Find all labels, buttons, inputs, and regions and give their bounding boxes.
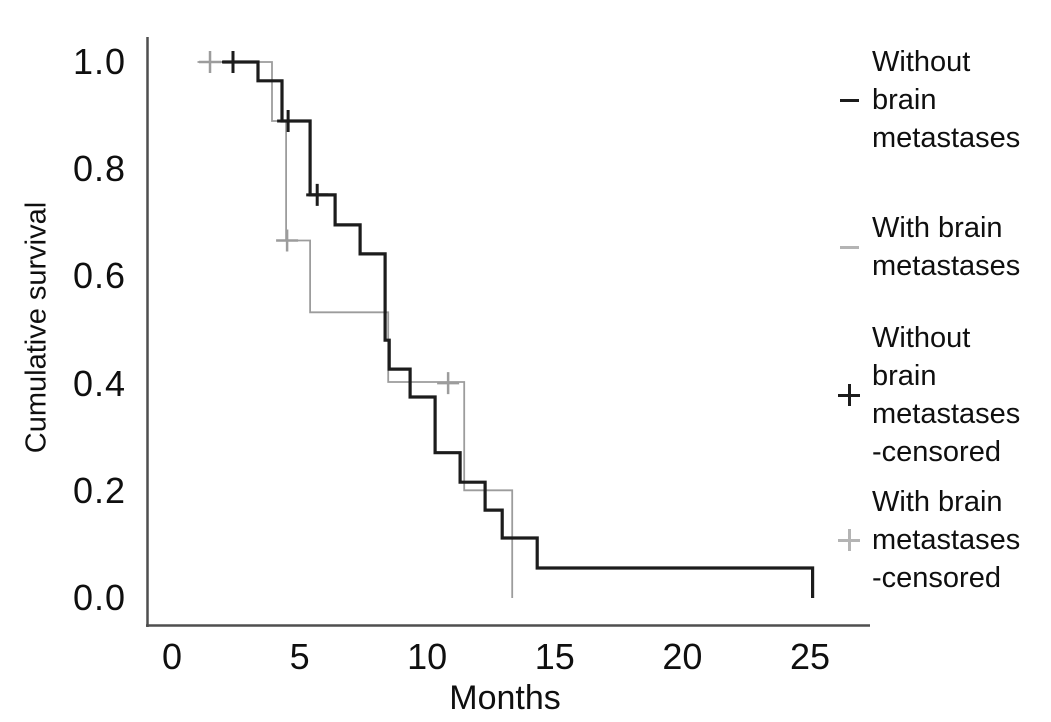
legend-item-with-bm-line: With brain metastases bbox=[834, 209, 1051, 285]
legend-item-without-bm-censored: Without brain metastases -censored bbox=[834, 319, 1051, 471]
legend-item-label: With brain metastases -censored bbox=[872, 486, 1021, 594]
censor-mark-with-bm bbox=[276, 229, 299, 252]
x-tick-label: 25 bbox=[789, 636, 831, 677]
legend-item-label: With brain metastases bbox=[872, 212, 1021, 282]
y-tick-label: 0.0 bbox=[72, 577, 126, 618]
y-tick-label: 0.6 bbox=[72, 255, 126, 297]
x-tick-label: 15 bbox=[534, 636, 575, 677]
censor-mark-with-bm bbox=[199, 51, 222, 73]
x-tick-label: 0 bbox=[161, 636, 183, 677]
legend-item-without-bm-line: Without brain metastases bbox=[834, 43, 1051, 157]
legend-line-marker-icon bbox=[834, 235, 864, 259]
km-curve-without-bm bbox=[223, 60, 815, 598]
legend-item-label: Without brain metastases bbox=[872, 46, 1021, 154]
x-tick-label: 10 bbox=[407, 636, 448, 677]
y-tick-label: 1.0 bbox=[72, 41, 126, 82]
legend-item-label: Without brain metastases -censored bbox=[872, 322, 1021, 468]
censor-mark-with-bm bbox=[437, 372, 460, 395]
x-tick-label: 5 bbox=[289, 636, 310, 677]
y-axis-title: Cumulative survival bbox=[20, 201, 53, 454]
legend-censor-plus-icon bbox=[834, 528, 864, 552]
censor-mark-without-bm bbox=[221, 51, 244, 73]
y-tick-label: 0.8 bbox=[72, 148, 126, 190]
legend-item-with-bm-censored: With brain metastases -censored bbox=[834, 483, 1051, 597]
censor-mark-without-bm bbox=[306, 183, 329, 206]
legend-line-marker-icon bbox=[834, 88, 864, 112]
x-axis-title: Months bbox=[449, 679, 561, 717]
y-tick-label: 0.2 bbox=[72, 469, 126, 511]
y-tick-label: 0.4 bbox=[72, 362, 126, 404]
km-curve-with-bm bbox=[197, 61, 514, 598]
x-tick-label: 20 bbox=[662, 636, 703, 677]
censor-mark-without-bm bbox=[277, 109, 300, 132]
legend-censor-plus-icon bbox=[834, 383, 864, 407]
